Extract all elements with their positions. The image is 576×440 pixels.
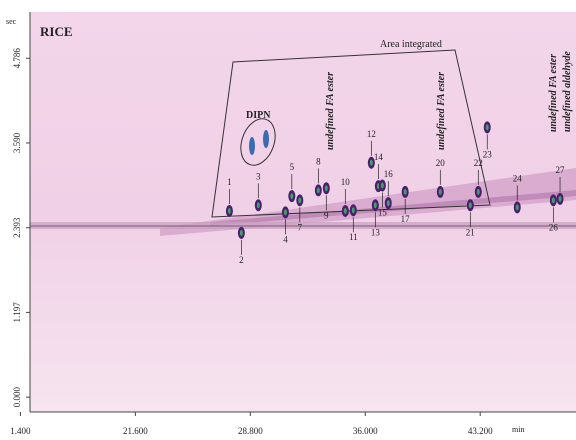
peak-label: 9 [324,210,329,220]
peak-label: 15 [378,207,388,217]
peak-core [439,189,442,195]
peak-label: 4 [283,234,288,244]
peak-label: 2 [239,255,244,265]
peak-core [240,230,243,236]
peak-label: 26 [549,222,559,232]
peak-label: 3 [256,171,261,181]
dipn-peak [249,137,255,155]
peak-core [257,202,260,208]
chart: RICE sec min Area integrated DIPN undefi… [0,0,576,440]
peak-label: 10 [341,177,351,187]
annotation: undefined FA ester [325,72,336,150]
peak-core [352,207,355,213]
peak-label: 20 [436,158,446,168]
peak-label: 22 [474,158,483,168]
peak-core [228,208,231,214]
peak-core [381,182,384,188]
peak-label: 23 [483,149,493,159]
peak-label: 21 [466,227,475,237]
peak-label: 16 [384,169,394,179]
y-axis-label: sec [6,17,17,26]
peak-core [290,193,293,199]
peak-label: 27 [556,165,566,175]
x-tick-label: 43.200 [468,426,493,436]
x-tick-label: 36.000 [353,426,378,436]
peak-core [317,187,320,193]
peak-core [404,189,407,195]
annotation: undefined FA ester [548,54,559,132]
peak-core [552,197,555,203]
chart-title: RICE [40,24,73,39]
peak-label: 5 [290,162,295,172]
y-tick-label: 4.786 [12,48,22,69]
peak-core [325,185,328,191]
annotation: Area integrated [380,39,442,50]
peak-label: 11 [349,232,358,242]
annotation: undefined FA ester [436,72,447,150]
peak-label: 8 [316,156,321,166]
peak-core [387,200,390,206]
peak-core [298,197,301,203]
y-tick-label: 2.393 [12,217,22,238]
x-tick-label: 21.600 [123,426,148,436]
peak-label: 7 [298,222,303,232]
peak-label: 13 [371,227,381,237]
y-tick-label: 0.000 [12,387,22,408]
peak-label: 24 [513,173,523,183]
peak-label: 14 [374,152,384,162]
peak-core [516,204,519,210]
annotation: DIPN [246,110,271,121]
y-tick-label: 3.590 [12,132,22,153]
peak-core [469,202,472,208]
peak-core [486,124,489,130]
peak-core [477,189,480,195]
peak-label: 12 [367,129,376,139]
annotation: undefined aldehyde [562,51,573,132]
x-tick-label: 28.800 [238,426,263,436]
dipn-peak [263,130,269,148]
y-tick-label: 1.197 [12,302,22,323]
x-tick-label: 1.400 [10,426,31,436]
peak-core [370,160,373,166]
peak-label: 17 [401,214,411,224]
x-axis-label: min [512,425,524,434]
peak-label: 1 [227,177,232,187]
peak-core [374,202,377,208]
peak-core [344,208,347,214]
peak-core [284,209,287,215]
peak-core [559,196,562,202]
